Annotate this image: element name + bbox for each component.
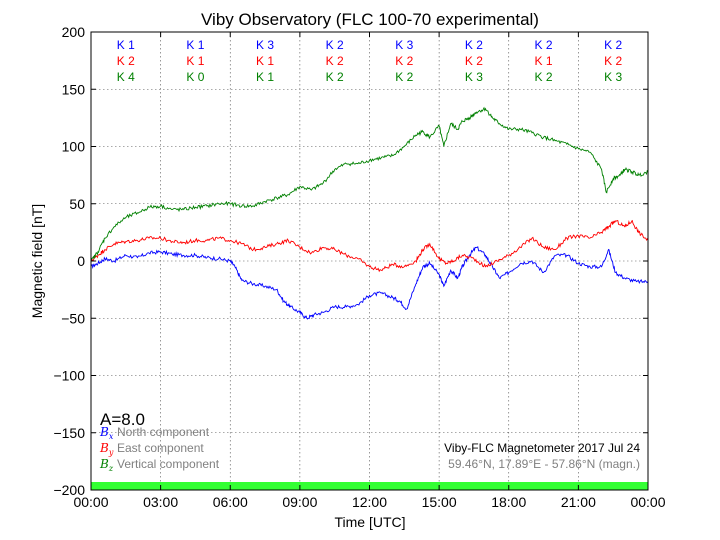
axis-ticks (90, 31, 649, 491)
k-index-cell: K 4 (117, 70, 135, 84)
x-tick-label: 00:00 (73, 494, 108, 510)
series-line-by (90, 219, 649, 273)
k-index-table: K 1 K 1 K 3 K 2 K 3 K 2 K 2 K 2 K 2 K 1 K 1 K 2 K 2 K… (117, 38, 623, 84)
k-index-cell: K 2 (326, 70, 344, 84)
legend: Bx North component By East component Bz … (99, 425, 220, 473)
y-tick-label: −150 (53, 425, 85, 441)
coordinates-info: 59.46°N, 17.89°E - 57.86°N (magn.) (448, 457, 640, 471)
a-index-label: A=8.0 (100, 410, 145, 429)
x-tick-label: 18:00 (491, 494, 526, 510)
k-index-cell: K 1 (256, 54, 274, 68)
magnetometer-info: Viby-FLC Magnetometer 2017 Jul 24 (444, 441, 640, 455)
x-tick-label: 09:00 (282, 494, 317, 510)
legend-item-bz: Bz Vertical component (99, 457, 220, 473)
y-tick-label: 100 (62, 139, 86, 155)
y-tick-labels: 200 150 100 50 0 −50 −100 −150 −200 (53, 24, 85, 498)
x-axis-label: Time [UTC] (334, 514, 405, 530)
series-lines (90, 106, 649, 320)
k-index-cell: K 2 (395, 54, 413, 68)
y-tick-label: 50 (69, 196, 85, 212)
legend-symbol-bx: Bx (99, 425, 114, 441)
y-tick-label: 0 (77, 253, 85, 269)
k-index-cell: K 2 (465, 54, 483, 68)
y-tick-label: 150 (62, 81, 86, 97)
y-tick-label: −200 (53, 482, 85, 498)
grid (91, 32, 648, 490)
y-tick-label: 200 (62, 24, 86, 40)
x-tick-label: 00:00 (630, 494, 665, 510)
k-index-cell: K 2 (326, 54, 344, 68)
legend-item-by: By East component (99, 441, 204, 457)
x-tick-label: 12:00 (352, 494, 387, 510)
series-line-bx (90, 246, 649, 320)
chart-title: Viby Observatory (FLC 100-70 experimenta… (201, 10, 539, 29)
x-tick-label: 03:00 (143, 494, 178, 510)
legend-label-bx: North component (117, 425, 210, 439)
k-index-cell: K 1 (186, 38, 204, 52)
k-index-cell: K 1 (535, 54, 553, 68)
y-tick-label: −50 (61, 310, 85, 326)
k-index-cell: K 3 (256, 38, 274, 52)
k-index-cell: K 2 (604, 54, 622, 68)
k-index-cell: K 2 (326, 38, 344, 52)
k-index-cell: K 2 (535, 70, 553, 84)
k-index-cell: K 2 (604, 38, 622, 52)
x-tick-label: 06:00 (213, 494, 248, 510)
legend-label-bz: Vertical component (117, 457, 220, 471)
y-axis-label: Magnetic field [nT] (29, 204, 45, 318)
k-index-cell: K 2 (535, 38, 553, 52)
x-tick-labels: 00:00 03:00 06:00 09:00 12:00 15:00 18:00 21:00… (73, 494, 665, 510)
y-tick-label: −100 (53, 368, 85, 384)
k-index-cell: K 0 (186, 70, 204, 84)
k-index-cell: K 1 (186, 54, 204, 68)
legend-label-by: East component (117, 441, 204, 455)
k-index-cell: K 3 (465, 70, 483, 84)
legend-symbol-bz: Bz (99, 457, 114, 473)
k-index-cell: K 2 (117, 54, 135, 68)
k-index-cell: K 2 (395, 70, 413, 84)
legend-symbol-by: By (99, 441, 114, 457)
x-tick-label: 15:00 (422, 494, 457, 510)
k-index-cell: K 1 (117, 38, 135, 52)
k-index-cell: K 3 (604, 70, 622, 84)
legend-item-bx: Bx North component (99, 425, 210, 441)
x-tick-label: 21:00 (561, 494, 596, 510)
k-index-cell: K 3 (395, 38, 413, 52)
k-index-cell: K 1 (256, 70, 274, 84)
k-index-cell: K 2 (465, 38, 483, 52)
series-line-bz (90, 106, 649, 262)
